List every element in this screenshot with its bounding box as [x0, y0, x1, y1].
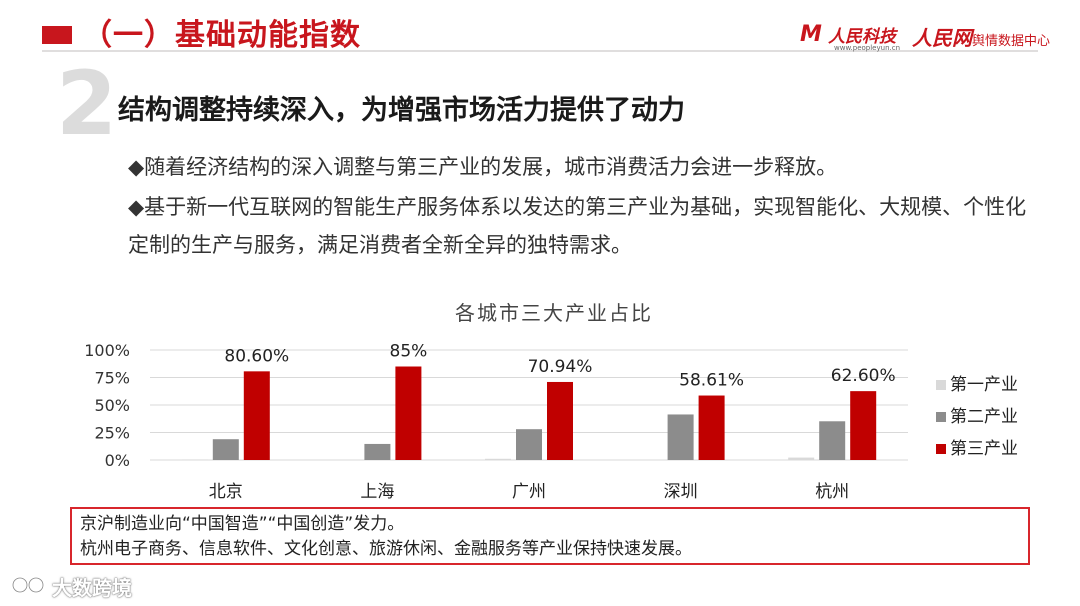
- y-tick-label: 0%: [105, 451, 130, 470]
- header-marker: [42, 26, 72, 44]
- peoplenet-logo: 人民网舆情数据中心: [912, 22, 1050, 51]
- bullet-2: ◆基于新一代互联网的智能生产服务体系以发达的第三产业为基础，实现智能化、大规模、…: [128, 195, 1027, 257]
- watermark-logo-icon: [11, 576, 45, 594]
- bar: [819, 421, 846, 460]
- logo2-name: 人民网: [912, 26, 972, 50]
- x-tick-label: 北京: [209, 482, 243, 502]
- note-box: 京沪制造业向“中国智造”“中国创造”发力。 杭州电子商务、信息软件、文化创意、旅…: [70, 507, 1030, 565]
- header-title: （一）基础动能指数: [82, 18, 361, 53]
- bar: [212, 439, 239, 460]
- bar: [788, 457, 815, 460]
- data-label: 58.61%: [679, 371, 744, 391]
- x-tick-label: 广州: [512, 482, 546, 502]
- legend-entry: 第二产业: [950, 407, 1018, 427]
- bar: [485, 458, 511, 460]
- bullet-1: ◆随着经济结构的深入调整与第三产业的发展，城市消费活力会进一步释放。: [128, 155, 838, 179]
- note-line-1: 京沪制造业向“中国智造”“中国创造”发力。: [80, 514, 405, 534]
- bar: [547, 381, 573, 460]
- legend-swatch: [936, 444, 946, 454]
- bar: [850, 391, 877, 460]
- x-tick-label: 杭州: [815, 482, 849, 502]
- x-tick-label: 深圳: [664, 482, 698, 502]
- header-divider: [42, 50, 1038, 52]
- y-tick-label: 75%: [94, 369, 130, 388]
- chart-title: 各城市三大产业占比: [455, 301, 653, 325]
- bar: [698, 395, 725, 460]
- bar: [516, 429, 542, 460]
- data-label: 80.60%: [224, 346, 289, 366]
- watermark-text: 大数跨境: [52, 576, 132, 600]
- logo1-text: 人民科技: [828, 27, 896, 47]
- bar: [364, 443, 391, 460]
- section-number: 2: [56, 52, 118, 155]
- note-line-2: 杭州电子商务、信息软件、文化创意、旅游休闲、金融服务等产业保持快速发展。: [80, 539, 692, 559]
- peoplenet-tech-logo: M 人民科技 www.peopleyun.cn: [800, 20, 900, 52]
- bar: [395, 366, 422, 460]
- data-label: 70.94%: [528, 357, 593, 377]
- legend-entry: 第三产业: [950, 439, 1018, 459]
- legend-entry: 第一产业: [950, 375, 1018, 395]
- data-label: 85%: [390, 342, 428, 362]
- legend-swatch: [936, 380, 946, 390]
- bar: [181, 459, 208, 460]
- logo-m-icon: M: [800, 22, 822, 47]
- y-tick-label: 100%: [84, 341, 130, 360]
- logo1-url: www.peopleyun.cn: [834, 44, 901, 52]
- section-title: 结构调整持续深入，为增强市场活力提供了动力: [118, 95, 685, 126]
- x-tick-label: 上海: [360, 482, 394, 502]
- bar: [243, 371, 270, 460]
- legend-swatch: [936, 412, 946, 422]
- y-tick-label: 50%: [94, 396, 130, 415]
- data-label: 62.60%: [831, 366, 896, 386]
- bar: [667, 414, 694, 460]
- logo2-sub: 舆情数据中心: [972, 34, 1051, 49]
- y-tick-label: 25%: [94, 424, 130, 443]
- industry-share-chart: 各城市三大产业占比 0% 25% 50% 75% 100% 80.60% 85% 70.94…: [84, 301, 1018, 502]
